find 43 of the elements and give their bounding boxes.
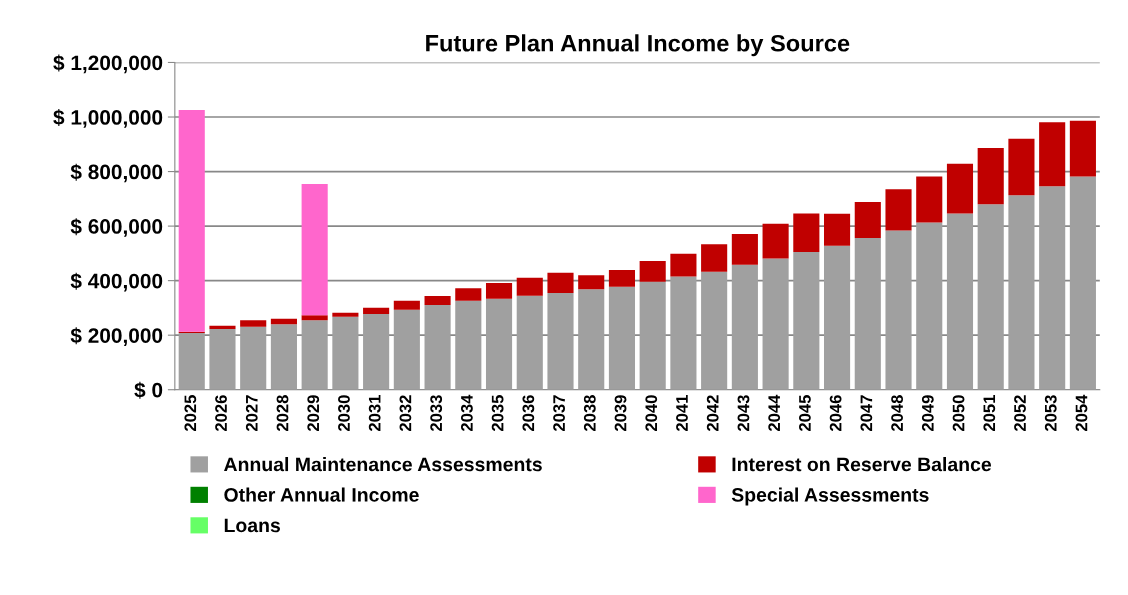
x-tick-label: 2043 bbox=[737, 395, 750, 432]
x-tick-label: 2027 bbox=[245, 395, 258, 432]
x-tick-label: 2044 bbox=[768, 394, 781, 432]
x-tick-label: 2035 bbox=[491, 395, 504, 432]
x-tick-label: 2039 bbox=[614, 395, 627, 432]
x-tick-label: 2038 bbox=[583, 395, 596, 432]
x-tick-label: 2049 bbox=[921, 395, 934, 432]
x-tick-label: 2046 bbox=[829, 395, 842, 432]
x-tick-label: 2030 bbox=[338, 395, 350, 432]
x-tick-label: 2025 bbox=[184, 395, 197, 432]
legend-label: Interest on Reserve Balance bbox=[732, 457, 992, 472]
x-tick-label: 2051 bbox=[983, 395, 996, 432]
x-tick-label: 2033 bbox=[430, 395, 443, 432]
x-tick-label: 2036 bbox=[522, 395, 535, 432]
x-tick-label: 2042 bbox=[706, 395, 719, 432]
x-tick-label: 2053 bbox=[1044, 395, 1057, 432]
legend-label: Other Annual Income bbox=[224, 487, 419, 502]
x-tick-label: 2047 bbox=[860, 395, 873, 432]
legend-label: Annual Maintenance Assessments bbox=[224, 457, 542, 472]
x-tick-label: 2045 bbox=[799, 395, 811, 432]
x-tick-label: 2034 bbox=[460, 394, 473, 432]
x-tick-label: 2048 bbox=[891, 395, 903, 432]
legend-label: Loans bbox=[224, 518, 280, 533]
x-tick-label: 2040 bbox=[645, 395, 658, 432]
y-tick-label: $ 200,000 bbox=[70, 327, 163, 346]
y-tick-label: $ 800,000 bbox=[70, 163, 163, 183]
x-tick-label: 2037 bbox=[553, 395, 565, 432]
legend-label: Special Assessments bbox=[731, 487, 929, 506]
x-tick-label: 2031 bbox=[368, 395, 381, 432]
x-tick-label: 2052 bbox=[1014, 395, 1026, 432]
x-tick-label: 2029 bbox=[307, 395, 320, 432]
y-tick-label: $ 1,200,000 bbox=[53, 54, 163, 74]
x-tick-label: 2028 bbox=[276, 395, 289, 432]
x-tick-label: 2050 bbox=[952, 395, 965, 432]
chart-title: Future Plan Annual Income by Source bbox=[426, 34, 850, 57]
x-tick-label: 2054 bbox=[1075, 394, 1088, 432]
x-tick-label: 2026 bbox=[215, 395, 227, 432]
x-tick-label: 2041 bbox=[676, 395, 688, 432]
x-tick-label: 2032 bbox=[399, 395, 412, 432]
y-tick-label: $ 600,000 bbox=[70, 218, 163, 237]
y-tick-label: $ 1,000,000 bbox=[53, 109, 163, 128]
y-tick-label: $ 400,000 bbox=[70, 272, 163, 292]
y-tick-label: $ 0 bbox=[134, 381, 163, 399]
